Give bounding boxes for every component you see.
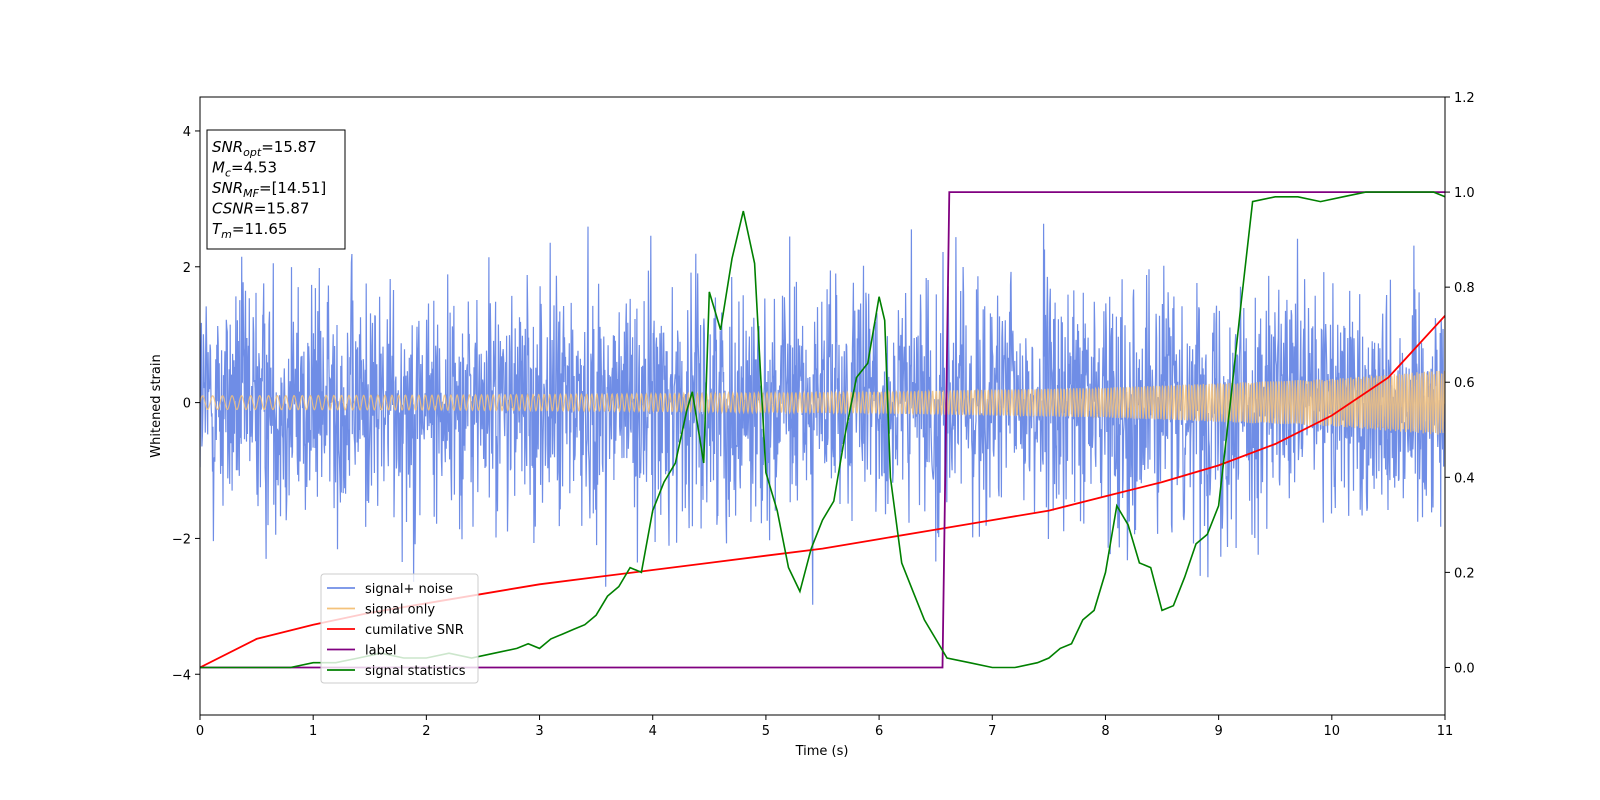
x-tick-label: 1 [309,724,317,739]
y-left-tick-label: −2 [172,532,191,547]
legend-entry-label: cumilative SNR [365,623,464,638]
series-signal-statistics-line [200,191,1445,669]
x-tick-label: 11 [1437,724,1454,739]
y-right-tick-label: 1.2 [1454,91,1475,106]
stats-annotation-box: SNRopt=15.87Mc=4.53SNRMF=[14.51]CSNR=15.… [206,129,346,250]
legend-entry-label: signal statistics [365,664,466,679]
annotation-symbol: SNR [212,179,243,197]
annotation-symbol: CSNR [212,200,254,218]
y-left-tick-label: 4 [183,125,191,140]
x-tick-label: 8 [1101,724,1109,739]
y-left-tick-label: 0 [183,397,191,412]
y-right-tick-label: 0.2 [1454,566,1475,581]
y-right-tick-label: 0.8 [1454,281,1475,296]
annotation-line: Tm=11.65 [212,220,287,241]
series-signal-only-line [200,370,1445,435]
legend-entry-label: label [365,644,396,659]
y-right-tick-label: 0.6 [1454,376,1475,391]
y-right-tick-label: 0.0 [1454,661,1475,676]
annotation-symbol: SNR [212,138,243,156]
annotation-value: =11.65 [232,220,288,238]
axis-ticks: 0 1 2 3 4 5 6 7 8 9 10 11 4 2 0 −2 −4 1.2 1.0 0.8 0.6 0.4 0.2 0… [172,91,1475,739]
annotation-value: =4.53 [231,159,277,177]
x-tick-label: 5 [762,724,770,739]
annotation-value: =[14.51] [259,179,326,197]
x-tick-label: 9 [1214,724,1222,739]
x-tick-label: 7 [988,724,996,739]
x-axis-label: Time (s) [795,744,849,759]
annotation-value: =15.87 [254,200,310,218]
y-left-tick-label: 2 [183,261,191,276]
y-axis-label: Whitened strain [149,354,164,457]
legend-entry-label: signal only [365,603,435,618]
x-tick-label: 4 [649,724,657,739]
legend-frame [320,573,479,684]
y-right-tick-label: 0.4 [1454,471,1475,486]
legend: signal+ noise signal only cumilative SNR la… [320,573,479,684]
annotation-line: Mc=4.53 [212,159,277,180]
series-label-line [200,191,1445,669]
y-right-tick-label: 1.0 [1454,186,1475,201]
annotation-frame [206,129,346,250]
annotation-line: SNRMF=[14.51] [212,179,326,200]
annotation-symbol: T [212,220,223,238]
annotation-line: SNRopt=15.87 [212,138,317,159]
annotation-subscript: opt [243,146,262,159]
x-tick-label: 6 [875,724,883,739]
annotation-subscript: m [221,228,232,241]
annotation-subscript: c [225,167,231,180]
legend-entry-label: signal+ noise [365,582,453,597]
x-tick-label: 0 [196,724,204,739]
annotation-subscript: MF [243,187,259,200]
x-tick-label: 2 [422,724,430,739]
x-tick-label: 3 [535,724,543,739]
axes-frame [199,96,1446,716]
annotation-line: CSNR=15.87 [212,200,309,218]
y-left-tick-label: −4 [172,668,191,683]
x-tick-label: 10 [1324,724,1341,739]
annotation-symbol: M [212,159,225,177]
annotation-value: =15.87 [261,138,317,156]
